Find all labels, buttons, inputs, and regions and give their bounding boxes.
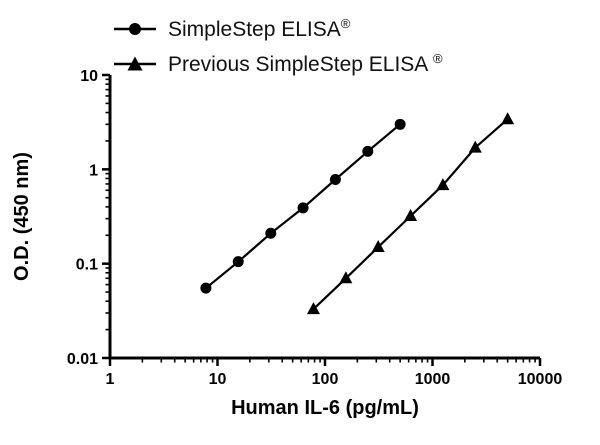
- data-point-circle: [232, 256, 244, 268]
- data-point-circle: [329, 174, 341, 186]
- data-point-circle: [362, 145, 374, 157]
- data-point-circle: [265, 227, 277, 239]
- data-point-circle: [394, 118, 406, 130]
- x-tick-label: 1000: [415, 371, 451, 388]
- legend-item-simplestep-elisa: SimpleStep ELISA®: [112, 16, 443, 42]
- data-point-triangle: [339, 271, 353, 284]
- y-axis-title: O.D. (450 nm): [11, 152, 33, 281]
- data-point-triangle: [501, 112, 515, 125]
- data-point-triangle: [468, 140, 482, 153]
- x-tick-label: 1: [106, 371, 115, 388]
- y-tick-label: 10: [80, 68, 98, 85]
- triangle-marker-icon: [114, 56, 156, 71]
- legend-label-previous-simplestep-elisa: Previous SimpleStep ELISA ®: [168, 51, 443, 77]
- legend-item-previous-simplestep-elisa: Previous SimpleStep ELISA ®: [112, 51, 443, 77]
- legend-text: Previous SimpleStep ELISA: [168, 53, 433, 76]
- y-tick-label: 0.1: [76, 257, 98, 274]
- data-point-circle: [297, 202, 309, 214]
- data-point-triangle: [436, 178, 450, 191]
- x-tick-label: 10: [209, 371, 227, 388]
- y-tick-label: 0.01: [67, 351, 98, 368]
- registered-mark: ®: [432, 51, 443, 66]
- data-point-triangle: [371, 240, 385, 253]
- data-point-triangle: [306, 302, 320, 315]
- x-axis-title: Human IL-6 (pg/mL): [231, 397, 419, 419]
- x-tick-label: 100: [312, 371, 339, 388]
- data-point-circle: [200, 282, 212, 294]
- chart-legend: SimpleStep ELISA® Previous SimpleStep EL…: [112, 16, 443, 77]
- data-point-triangle: [404, 209, 418, 222]
- circle-marker-icon: [114, 23, 156, 35]
- x-tick-label: 10000: [518, 371, 563, 388]
- y-tick-label: 1: [89, 162, 98, 179]
- legend-text: SimpleStep ELISA: [168, 18, 341, 41]
- registered-mark: ®: [340, 16, 351, 31]
- legend-label-simplestep-elisa: SimpleStep ELISA®: [168, 16, 350, 42]
